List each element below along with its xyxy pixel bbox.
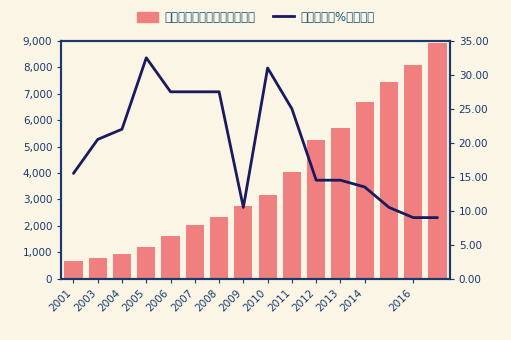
Bar <box>356 102 374 279</box>
Bar <box>307 140 326 279</box>
Bar <box>137 247 155 279</box>
Bar <box>210 217 228 279</box>
Bar <box>283 172 301 279</box>
Bar <box>234 206 252 279</box>
Bar <box>259 195 277 279</box>
Bar <box>380 82 398 279</box>
Bar <box>331 128 350 279</box>
Bar <box>88 258 107 279</box>
Bar <box>428 44 447 279</box>
Bar <box>113 254 131 279</box>
Bar <box>64 261 83 279</box>
Bar <box>161 237 180 279</box>
Bar <box>404 65 423 279</box>
Bar <box>185 225 204 279</box>
Legend: 家具行业收入（亿元，左轴）, 同比增速（%，右轴）: 家具行业收入（亿元，左轴）, 同比增速（%，右轴） <box>132 6 379 29</box>
